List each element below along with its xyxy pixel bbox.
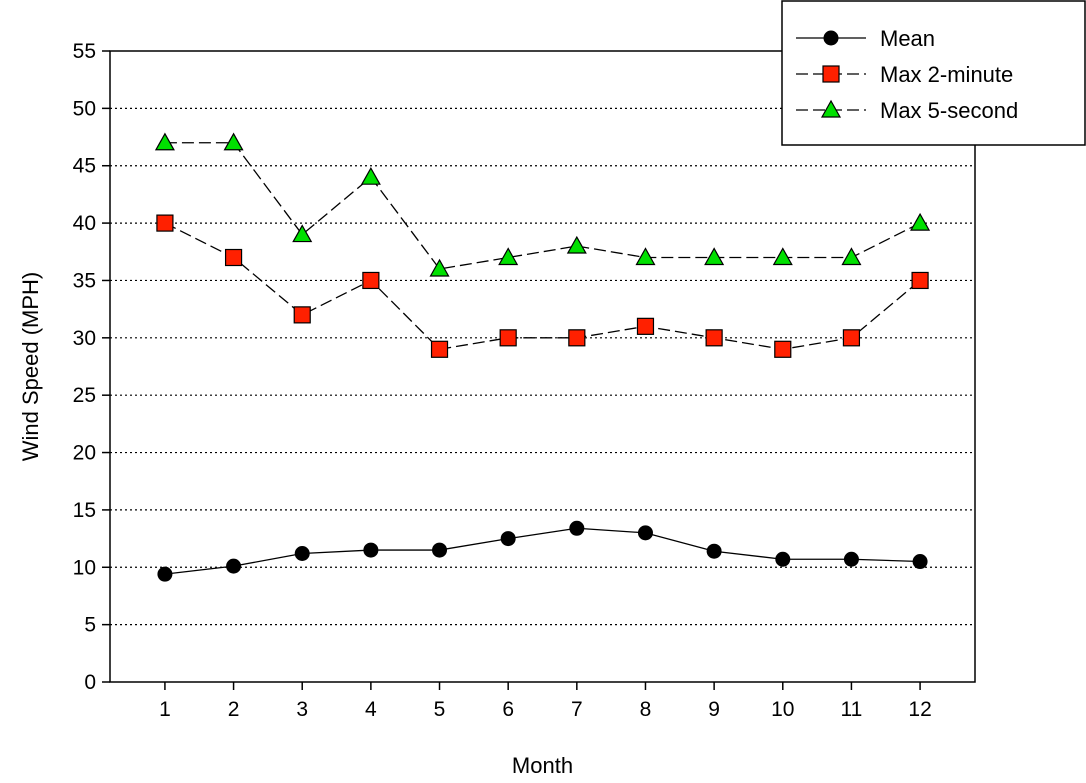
legend-marker: [823, 30, 839, 46]
data-point: [568, 329, 586, 347]
data-point: [432, 542, 448, 558]
data-point: [636, 317, 655, 335]
data-point: [362, 271, 380, 290]
data-point: [154, 132, 175, 151]
data-point: [911, 271, 929, 290]
series-max-2-minute: [156, 214, 929, 358]
y-tick-label: 55: [73, 40, 96, 63]
data-point: [843, 551, 859, 567]
data-point: [772, 247, 793, 266]
x-tick-label: 3: [296, 698, 308, 721]
y-tick-label: 20: [73, 442, 96, 465]
y-tick-label: 10: [73, 556, 96, 579]
legend-item: Max 5-second: [796, 98, 1018, 123]
y-tick-label: 5: [84, 614, 96, 637]
data-point: [293, 306, 311, 324]
data-point: [498, 247, 519, 266]
data-point: [224, 248, 243, 267]
series-group: [154, 132, 931, 582]
data-point: [429, 258, 450, 277]
x-axis-ticks: 1 2 3 4 5 6 7 8 9 10 11 12: [159, 682, 932, 721]
series-line: [164, 142, 921, 270]
series-mean: [157, 520, 928, 582]
x-tick-label: 6: [502, 698, 514, 721]
legend: Mean Max 2-minute Max 5-second: [781, 0, 1086, 146]
data-point: [841, 247, 862, 266]
data-point: [294, 546, 310, 562]
x-tick-label: 1: [159, 698, 171, 721]
y-tick-label: 30: [73, 327, 96, 350]
x-tick-label: 9: [708, 698, 720, 721]
x-tick-label: 2: [228, 698, 240, 721]
data-point: [774, 340, 792, 358]
y-tick-label: 45: [73, 155, 96, 178]
x-tick-label: 12: [908, 698, 931, 721]
legend-item: Mean: [796, 26, 935, 51]
y-tick-label: 50: [73, 97, 96, 120]
data-point: [157, 566, 173, 582]
y-axis-ticks: 0 5 10 15 20 25 30 35 40 45 50 55: [73, 40, 110, 694]
legend-item: Max 2-minute: [796, 62, 1013, 87]
x-tick-label: 5: [434, 698, 446, 721]
legend-label: Max 2-minute: [880, 62, 1013, 87]
data-point: [360, 166, 381, 185]
data-point: [635, 247, 656, 266]
x-tick-label: 8: [640, 698, 652, 721]
legend-label: Max 5-second: [880, 98, 1018, 123]
x-tick-label: 4: [365, 698, 377, 721]
plot-area: [109, 50, 976, 683]
data-point: [637, 525, 653, 541]
x-tick-label: 11: [841, 698, 863, 721]
series-line: [164, 527, 921, 575]
x-tick-label: 10: [771, 698, 794, 721]
y-tick-label: 35: [73, 269, 96, 292]
data-point: [569, 520, 585, 536]
legend-marker: [822, 65, 840, 83]
data-point: [566, 235, 587, 254]
series-line: [164, 222, 921, 350]
data-point: [910, 212, 931, 231]
data-point: [226, 558, 242, 574]
data-point: [705, 329, 723, 347]
gridlines: [110, 107, 975, 626]
series-max-5-second: [154, 132, 931, 277]
legend-marker: [820, 99, 842, 118]
data-point: [292, 224, 313, 243]
data-point: [499, 329, 517, 347]
x-axis-title: Month: [512, 753, 573, 778]
y-tick-label: 40: [73, 212, 96, 235]
data-point: [363, 542, 379, 558]
data-point: [223, 132, 244, 151]
y-tick-label: 25: [73, 384, 96, 407]
x-tick-label: 7: [571, 698, 583, 721]
y-tick-label: 0: [84, 671, 96, 694]
data-point: [500, 531, 516, 547]
data-point: [156, 214, 174, 232]
data-point: [704, 247, 725, 266]
y-tick-label: 15: [73, 499, 96, 522]
data-point: [775, 551, 791, 567]
legend-label: Mean: [880, 26, 935, 51]
data-point: [912, 554, 928, 570]
data-point: [430, 340, 449, 358]
data-point: [842, 329, 861, 347]
y-axis-title: Wind Speed (MPH): [18, 272, 43, 462]
data-point: [706, 543, 722, 559]
